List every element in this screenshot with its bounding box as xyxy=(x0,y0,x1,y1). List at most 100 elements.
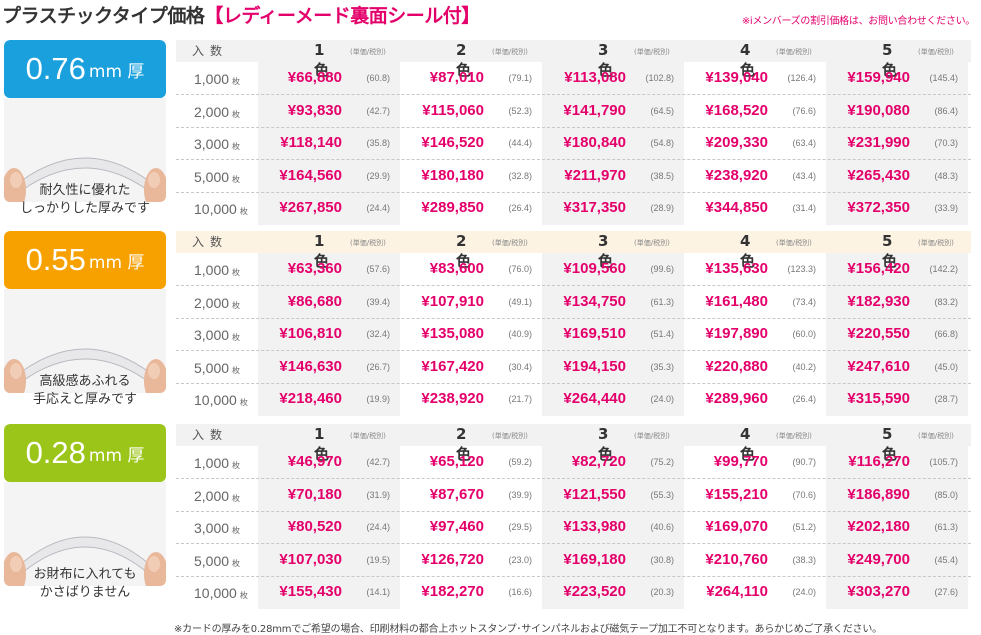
total-price: ¥80,520 xyxy=(287,518,342,536)
tax-note: (単価/税別) xyxy=(350,432,386,440)
unit-price: (61.3) xyxy=(650,296,674,307)
price-cell: ¥146,630 (26.7) xyxy=(258,351,400,383)
unit-price: (99.6) xyxy=(650,264,674,274)
total-price: ¥249,700 xyxy=(847,550,910,568)
unit-price: (51.2) xyxy=(792,522,816,533)
price-cell: ¥289,960 (26.4) xyxy=(684,383,826,415)
unit-price: (102.8) xyxy=(645,73,674,83)
price-cell: ¥168,520 (76.6) xyxy=(684,95,826,127)
count-header: 入数 xyxy=(192,428,229,442)
quantity: 10,000 枚 xyxy=(194,201,248,218)
total-price: ¥218,460 xyxy=(279,390,342,408)
total-price: ¥303,270 xyxy=(847,583,910,601)
price-cell: ¥264,440 (24.0) xyxy=(542,383,684,415)
unit-price: (24.0) xyxy=(650,394,674,405)
color-count: 4色 xyxy=(740,41,756,79)
unit-price: (38.5) xyxy=(650,170,674,181)
price-cell: ¥247,610 (45.0) xyxy=(826,351,968,383)
color-count: 3色 xyxy=(598,232,614,270)
price-cell: ¥223,520 (20.3) xyxy=(542,576,684,608)
total-price: ¥134,750 xyxy=(563,292,626,310)
price-cell: ¥194,150 (35.3) xyxy=(542,351,684,383)
price-cell: ¥267,850 (24.4) xyxy=(258,192,400,224)
total-price: ¥267,850 xyxy=(279,199,342,217)
tax-note: (単価/税別) xyxy=(918,239,954,247)
price-cell: ¥86,680 (39.4) xyxy=(258,286,400,318)
unit-price: (32.4) xyxy=(366,329,390,340)
price-section-055: 0.55 mm 厚高級感あふれる 手応えと厚みです 入数 1色 (単価/税別) 2色 (単価/… xyxy=(0,231,981,416)
total-price: ¥190,080 xyxy=(847,101,910,119)
unit-price: (40.6) xyxy=(650,522,674,533)
thickness-unit: mm 厚 xyxy=(88,445,145,466)
unit-price: (30.4) xyxy=(508,361,532,372)
table-row: 10,000 枚 ¥155,430 (14.1) ¥182,270 (16.6) ¥223,… xyxy=(176,576,971,608)
table-row: 10,000 枚 ¥267,850 (24.4) ¥289,850 (26.4) ¥317,… xyxy=(176,192,971,224)
unit-price: (26.4) xyxy=(508,203,532,214)
price-cell: ¥121,550 (55.3) xyxy=(542,479,684,511)
price-cell: ¥82,720 (75.2) xyxy=(542,446,684,478)
price-cell: ¥211,970 (38.5) xyxy=(542,160,684,192)
color-count: 5色 xyxy=(882,425,898,463)
price-cell: ¥220,550 (66.8) xyxy=(826,318,968,350)
price-cell: ¥161,480 (73.4) xyxy=(684,286,826,318)
unit-price: (59.2) xyxy=(508,457,532,467)
quantity: 5,000 枚 xyxy=(194,552,241,569)
price-cell: ¥155,210 (70.6) xyxy=(684,479,826,511)
tax-note: (単価/税別) xyxy=(918,48,954,56)
unit-price: (14.1) xyxy=(366,587,390,598)
price-cell: ¥87,670 (39.9) xyxy=(400,479,542,511)
thickness-badge: 0.76 mm 厚 xyxy=(4,40,166,98)
thickness-panel: 0.76 mm 厚 xyxy=(4,40,166,202)
description-line-1: 耐久性に優れた xyxy=(39,183,131,198)
total-price: ¥209,330 xyxy=(705,134,768,152)
unit-price: (44.4) xyxy=(508,138,532,149)
price-cell: ¥315,590 (28.7) xyxy=(826,383,968,415)
total-price: ¥169,070 xyxy=(705,518,768,536)
description-line-2: しっかりした厚みです xyxy=(19,201,150,216)
unit-price: (51.4) xyxy=(650,329,674,340)
total-price: ¥238,920 xyxy=(705,166,768,184)
color-count: 1色 xyxy=(314,425,330,463)
price-cell: ¥80,520 (24.4) xyxy=(258,511,400,543)
total-price: ¥116,270 xyxy=(848,453,910,470)
unit-price: (35.8) xyxy=(366,138,390,149)
total-price: ¥180,180 xyxy=(421,166,484,184)
unit-price: (105.7) xyxy=(929,457,958,467)
total-price: ¥168,520 xyxy=(705,101,768,119)
total-price: ¥159,940 xyxy=(847,69,910,86)
quantity: 10,000 枚 xyxy=(194,392,248,409)
total-price: ¥115,060 xyxy=(422,101,484,119)
total-price: ¥169,510 xyxy=(563,325,626,343)
quantity: 1,000 枚 xyxy=(194,262,241,278)
unit-price: (90.7) xyxy=(792,457,816,467)
total-price: ¥211,970 xyxy=(564,166,626,184)
total-price: ¥106,810 xyxy=(279,325,342,343)
unit-price: (24.4) xyxy=(366,203,390,214)
member-discount-note: ※iメンバーズの割引価格は、お問い合わせください。 xyxy=(741,16,975,27)
color-count: 1色 xyxy=(314,41,330,79)
unit-price: (64.5) xyxy=(650,105,674,116)
price-cell: ¥202,180 (61.3) xyxy=(826,511,968,543)
price-cell: ¥156,420 (142.2) xyxy=(826,253,968,285)
price-cell: ¥109,560 (99.6) xyxy=(542,253,684,285)
price-cell: ¥180,180 (32.8) xyxy=(400,160,542,192)
thickness-badge: 0.55 mm 厚 xyxy=(4,231,166,289)
unit-price: (73.4) xyxy=(792,296,816,307)
color-count: 5色 xyxy=(882,41,898,79)
unit-price: (123.3) xyxy=(787,264,816,274)
unit-price: (45.4) xyxy=(934,554,958,565)
price-cell: ¥126,720 (23.0) xyxy=(400,544,542,576)
table-header: 入数 1色 (単価/税別) 2色 (単価/税別) 3色 (単価/税別) 4色 (単価/税別) 5色… xyxy=(176,231,971,270)
price-cell: ¥372,350 (33.9) xyxy=(826,192,968,224)
total-price: ¥223,520 xyxy=(563,583,626,601)
price-cell: ¥169,180 (30.8) xyxy=(542,544,684,576)
unit-price: (21.7) xyxy=(508,394,532,405)
price-cell: ¥231,990 (70.3) xyxy=(826,127,968,159)
price-cell: ¥133,980 (40.6) xyxy=(542,511,684,543)
total-price: ¥66,880 xyxy=(287,69,342,86)
thickness-value: 0.55 xyxy=(25,242,86,277)
unit-price: (142.2) xyxy=(929,264,958,274)
total-price: ¥126,720 xyxy=(421,550,484,568)
unit-price: (60.0) xyxy=(792,329,816,340)
unit-price: (30.8) xyxy=(650,554,674,565)
